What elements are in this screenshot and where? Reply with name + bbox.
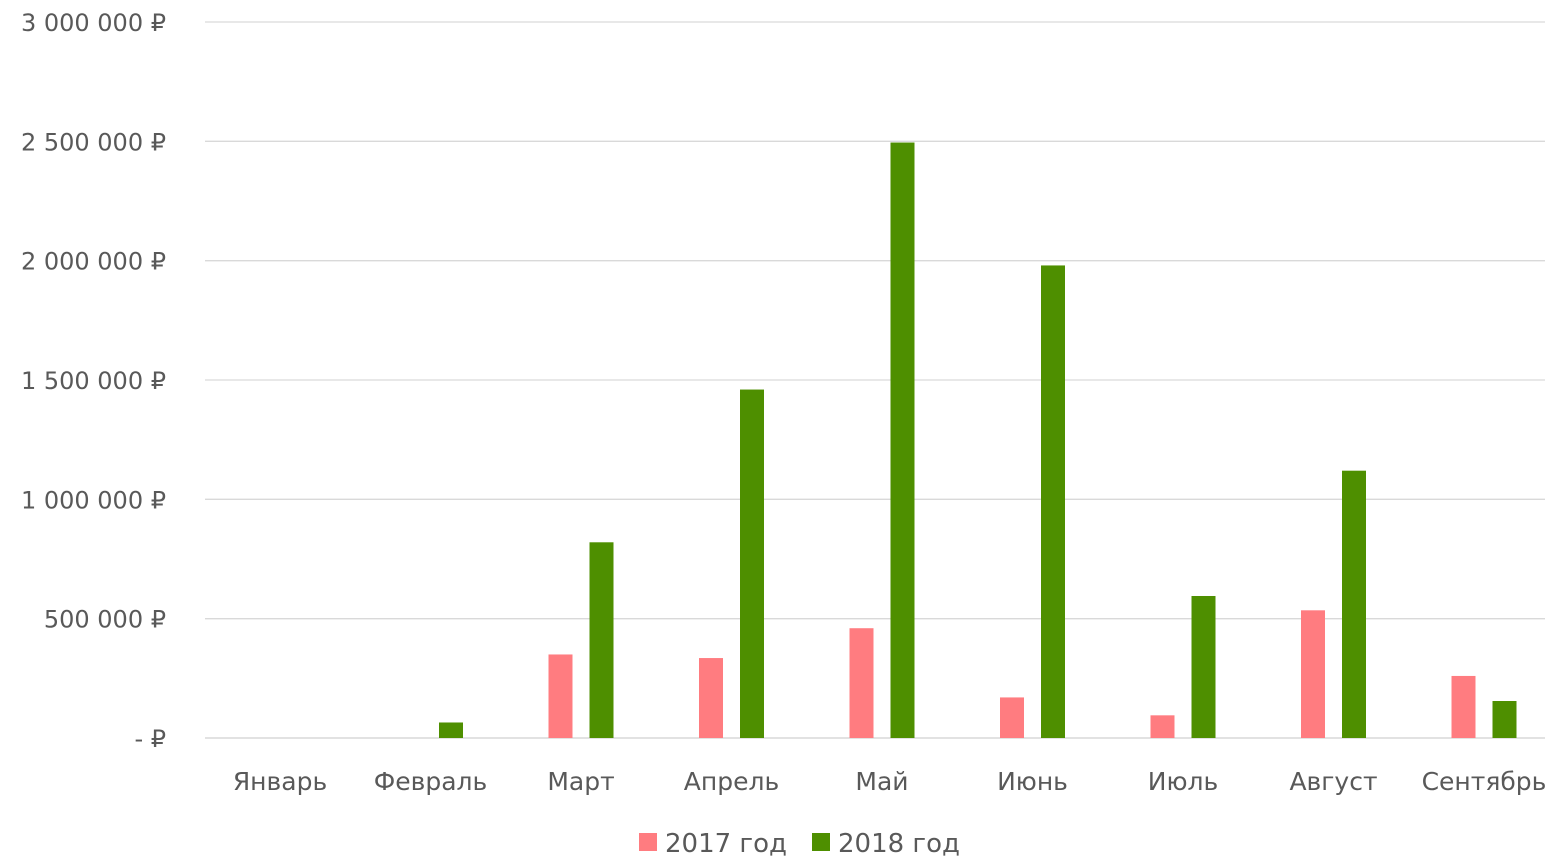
x-tick-label: Январь: [233, 767, 327, 796]
y-axis-tick-labels: - ₽ 500 000 ₽ 1 000 000 ₽ 1 500 000 ₽ 2 000 …: [21, 9, 166, 753]
bar-2017-год-4: [849, 628, 874, 738]
legend-swatch: [639, 833, 657, 851]
bar-2018-год-3: [740, 389, 764, 738]
bar-2018-год-1: [439, 722, 463, 738]
x-axis-tick-labels: Январь Февраль Март Апрель Май Июнь Июль Август…: [233, 767, 1545, 796]
y-tick-label: 3 000 000 ₽: [21, 9, 166, 37]
legend: 2017 год 2018 год: [639, 829, 960, 859]
x-tick-label: Май: [855, 767, 908, 796]
gridlines: [205, 21, 1545, 739]
bar-2018-год-6: [1191, 595, 1216, 738]
x-tick-label: Август: [1289, 767, 1377, 796]
y-tick-label: 2 000 000 ₽: [21, 248, 166, 276]
bars: [439, 142, 1517, 738]
x-tick-label: Июнь: [997, 767, 1068, 796]
bar-2018-год-7: [1342, 470, 1366, 738]
bar-2017-год-5: [1000, 697, 1024, 738]
y-tick-label: 1 500 000 ₽: [21, 367, 166, 395]
bar-2017-год-2: [548, 654, 573, 738]
x-tick-label: Март: [547, 767, 614, 796]
bar-2018-год-8: [1492, 701, 1517, 738]
bar-2017-год-6: [1150, 715, 1175, 738]
x-tick-label: Июль: [1148, 767, 1218, 796]
bar-2018-год-2: [589, 542, 614, 738]
y-tick-label: - ₽: [134, 725, 166, 753]
y-tick-label: 2 500 000 ₽: [21, 128, 166, 156]
bar-2018-год-5: [1041, 265, 1065, 738]
bar-2017-год-3: [699, 658, 723, 738]
legend-label: 2017 год: [665, 829, 787, 858]
bar-2017-год-7: [1301, 610, 1325, 738]
bar-2018-год-4: [890, 142, 915, 738]
x-tick-label: Сентябрь: [1422, 767, 1545, 796]
legend-swatch: [812, 833, 830, 851]
legend-label: 2018 год: [838, 829, 960, 858]
x-tick-label: Февраль: [374, 767, 488, 796]
y-tick-label: 1 000 000 ₽: [21, 486, 166, 514]
x-tick-label: Апрель: [684, 767, 779, 796]
bar-2017-год-8: [1451, 675, 1476, 738]
y-tick-label: 500 000 ₽: [44, 606, 166, 634]
